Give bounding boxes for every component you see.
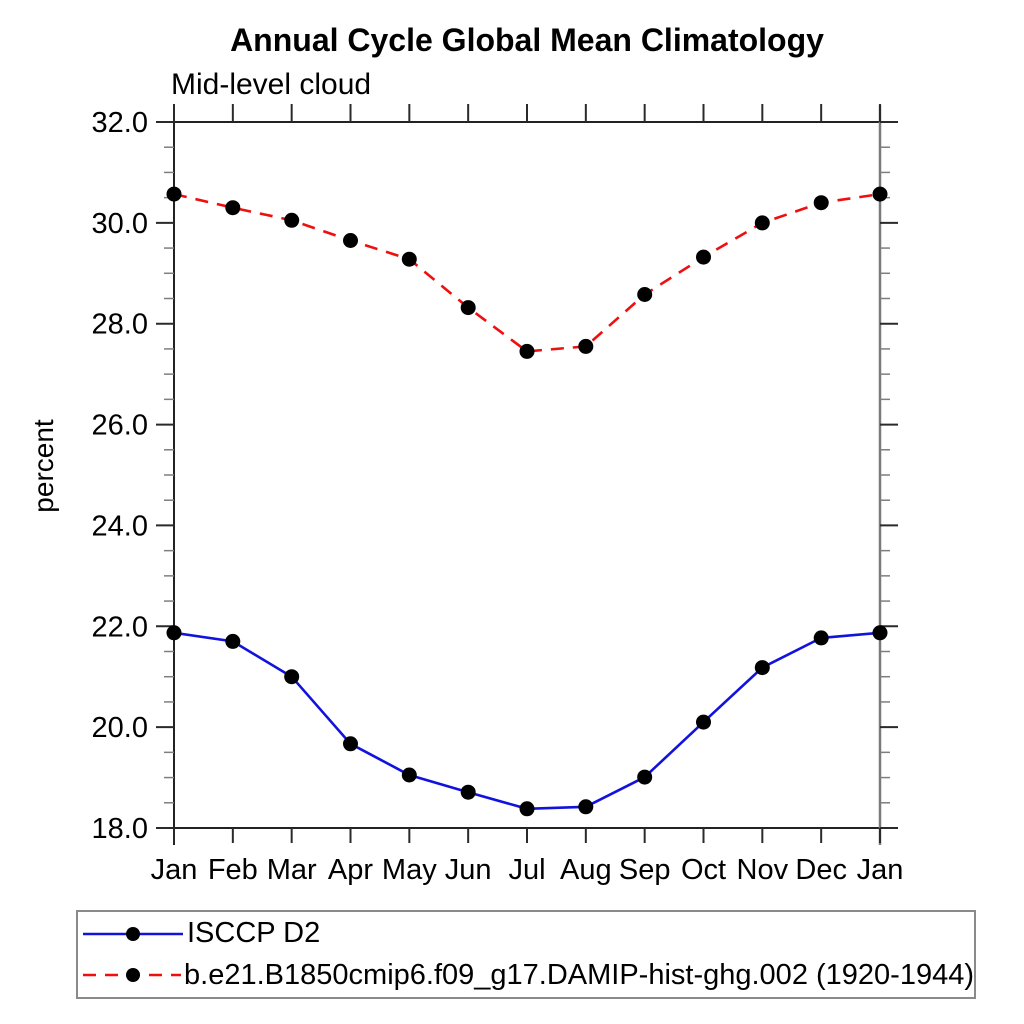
- legend-marker-icon: [126, 926, 140, 941]
- x-tick-label: Jul: [508, 854, 545, 886]
- y-tick-label: 18.0: [92, 813, 148, 845]
- data-point-marker: [754, 215, 770, 231]
- data-point-marker: [225, 633, 241, 649]
- x-tick-label: Nov: [737, 854, 789, 886]
- data-point-marker: [637, 769, 653, 785]
- data-point-marker: [401, 251, 417, 267]
- data-point-marker: [460, 784, 476, 800]
- x-tick-label: Sep: [619, 854, 671, 886]
- x-tick-label: Aug: [560, 854, 612, 886]
- data-point-marker: [401, 767, 417, 783]
- x-tick-label: Jan: [857, 854, 904, 886]
- data-point-marker: [519, 801, 535, 817]
- legend-item: ISCCP D2: [82, 914, 974, 954]
- data-point-marker: [284, 669, 300, 685]
- y-tick-label: 26.0: [92, 410, 148, 442]
- y-tick-label: 32.0: [92, 107, 148, 139]
- data-point-marker: [519, 343, 535, 359]
- legend-label: ISCCP D2: [187, 917, 321, 950]
- y-tick-label: 28.0: [92, 309, 148, 341]
- data-point-marker: [460, 300, 476, 316]
- data-point-marker: [637, 287, 653, 302]
- x-tick-label: Apr: [328, 854, 373, 886]
- legend-line-sample: [83, 926, 183, 941]
- data-point-marker: [578, 338, 594, 354]
- legend-item: b.e21.B1850cmip6.f09_g17.DAMIP-hist-ghg.…: [82, 955, 974, 995]
- chart-subtitle: Mid-level cloud: [171, 68, 372, 101]
- data-point-marker: [284, 212, 300, 228]
- x-tick-label: Mar: [267, 854, 317, 886]
- x-tick-label: Oct: [681, 854, 726, 886]
- data-point-marker: [578, 799, 594, 815]
- y-tick-label: 22.0: [92, 611, 148, 643]
- y-tick-label: 24.0: [92, 510, 148, 542]
- data-point-marker: [813, 195, 829, 211]
- series-line: [173, 631, 881, 811]
- data-point-marker: [343, 736, 358, 752]
- series-line: [173, 192, 881, 353]
- data-point-marker: [166, 625, 182, 641]
- data-point-marker: [696, 249, 711, 265]
- y-tick-label: 30.0: [92, 208, 148, 240]
- legend-box: ISCCP D2 b.e21.B1850cmip6.f09_g17.DAMIP-h…: [76, 910, 976, 999]
- x-tick-label: Jan: [151, 854, 198, 886]
- x-tick-label: May: [382, 854, 437, 886]
- data-point-marker: [813, 630, 829, 646]
- data-point-marker: [696, 714, 711, 730]
- chart-title: Annual Cycle Global Mean Climatology: [230, 22, 824, 58]
- data-point-marker: [343, 233, 358, 248]
- legend-line-sample: [83, 968, 182, 983]
- data-point-marker: [166, 186, 182, 202]
- x-tick-label: Feb: [208, 854, 258, 886]
- y-axis-title: percent: [28, 419, 59, 513]
- legend-label: b.e21.B1850cmip6.f09_g17.DAMIP-hist-ghg.…: [184, 958, 974, 991]
- legend-marker-icon: [126, 968, 140, 983]
- y-tick-label: 20.0: [92, 712, 148, 744]
- data-point-marker: [872, 625, 888, 641]
- data-point-marker: [872, 186, 888, 202]
- x-tick-label: Jun: [445, 854, 492, 886]
- data-point-marker: [754, 660, 770, 676]
- data-point-marker: [225, 200, 241, 216]
- x-tick-label: Dec: [795, 854, 847, 886]
